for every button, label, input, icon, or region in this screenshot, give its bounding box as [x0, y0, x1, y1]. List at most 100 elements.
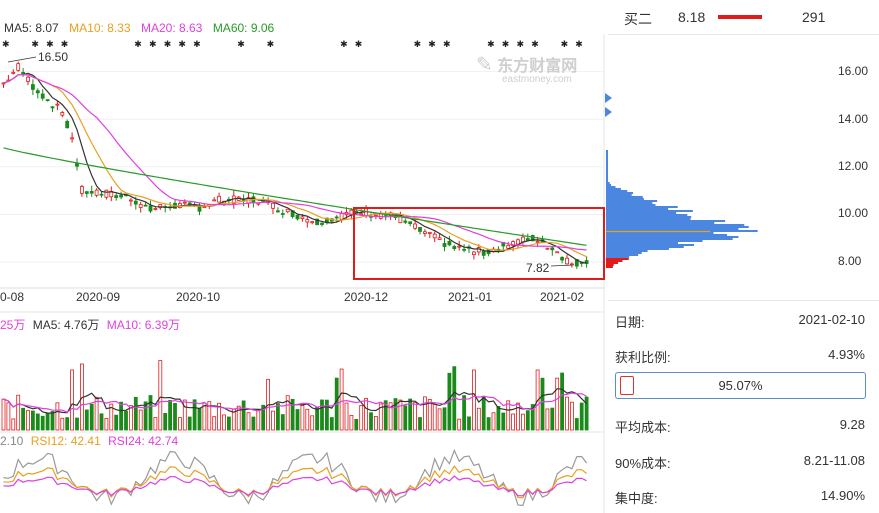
volume-bar [329, 417, 334, 431]
volume-bar [217, 402, 222, 431]
concentration-label: 集中度: [615, 491, 658, 506]
volume-bar [540, 377, 545, 431]
candle [295, 214, 300, 220]
volume-bar [70, 369, 74, 431]
profit-ratio-fill [620, 376, 634, 395]
volume-legend: 25万 MA5: 4.76万 MA10: 6.39万 [0, 316, 180, 333]
chip-bar [606, 238, 733, 240]
chip-bar [606, 214, 688, 216]
x-tick: 2020-12 [344, 290, 389, 304]
low-annotation: 7.82 [526, 261, 550, 275]
profit-label: 获利比例: [615, 350, 671, 365]
chip-bar [606, 244, 695, 246]
chip-bar [606, 170, 608, 172]
profit-bar-text: 95.07% [718, 378, 763, 393]
volume-bar [339, 368, 344, 431]
candle [182, 201, 187, 204]
chip-bar [606, 226, 749, 228]
chip-bar [606, 248, 669, 250]
chip-bar [606, 182, 610, 184]
arrow-right-icon[interactable] [605, 93, 612, 103]
candle [555, 251, 560, 254]
volume-bar [486, 417, 491, 431]
volume-bar [35, 413, 40, 431]
annotation-leader [7, 56, 37, 63]
rsi-legend: 2.10 RSI12: 42.41 RSI24: 42.74 [0, 434, 178, 448]
volume-ma5-legend: MA5: 4.76万 [32, 318, 100, 332]
volume-bar [271, 410, 275, 431]
chip-bar [606, 228, 739, 230]
signal-marker: ✱ [414, 40, 422, 50]
volume-bar [320, 399, 324, 431]
volume-bar [373, 416, 378, 431]
volume-bar [418, 417, 422, 431]
candle [315, 218, 320, 225]
y-tick: 8.00 [838, 254, 862, 268]
arrow-right-icon[interactable] [605, 107, 612, 117]
chip-bar [606, 220, 726, 222]
candle [133, 200, 138, 205]
candle [481, 250, 486, 256]
volume-bar [168, 399, 173, 431]
volume-bar [516, 402, 520, 431]
volume-bar [6, 402, 11, 431]
signal-marker: ✱ [443, 40, 451, 50]
candle [187, 202, 192, 205]
volume-bar [501, 412, 506, 431]
volume-bar [40, 415, 45, 431]
volume-bar [60, 417, 65, 431]
signal-marker: ✱ [61, 40, 69, 50]
candle [418, 227, 422, 232]
volume-bar [163, 412, 168, 431]
signal-marker: ✱ [193, 40, 201, 50]
chip-bar [606, 176, 608, 178]
candle [506, 245, 511, 249]
candle [84, 191, 89, 194]
volume-bar [153, 417, 158, 431]
chip-bar [606, 154, 608, 156]
volume-bar [378, 403, 383, 431]
signal-marker: ✱ [340, 40, 348, 50]
candle [143, 204, 148, 207]
chip-bar [606, 210, 693, 212]
chip-bar [606, 252, 642, 254]
candle [94, 189, 99, 196]
chip-bar [606, 246, 684, 248]
volume-bar [241, 400, 246, 431]
rsi24-legend: RSI24: 42.74 [108, 434, 179, 448]
volume-bar [530, 404, 535, 431]
volume-bar [11, 418, 16, 431]
candle [525, 238, 530, 241]
y-tick: 14.00 [838, 112, 869, 126]
volume-bar [275, 403, 280, 431]
candle [30, 84, 35, 90]
signal-marker: ✱ [2, 40, 10, 50]
signal-marker: ✱ [267, 40, 275, 50]
volume-bar [261, 404, 266, 431]
volume-bar [158, 360, 163, 431]
candle [471, 251, 476, 256]
signal-marker: ✱ [531, 40, 539, 50]
candle [21, 72, 26, 75]
moving-average-lines [3, 72, 587, 264]
ma10-legend: MA10: 8.33 [69, 21, 131, 35]
x-tick: 0-08 [0, 290, 25, 304]
concentration-value: 14.90% [820, 488, 865, 503]
chip-bar [606, 240, 703, 242]
volume-bar [26, 410, 30, 431]
chip-bar [606, 242, 678, 244]
rsi-lines [3, 448, 588, 507]
volume-bar [344, 402, 349, 431]
volume-bar [212, 416, 217, 431]
chip-bar [606, 160, 608, 162]
volume-bar [359, 405, 364, 431]
volume-bar [246, 412, 251, 431]
candle [212, 199, 217, 202]
candle [158, 204, 163, 209]
volume-bar [349, 414, 354, 431]
candle [432, 233, 437, 239]
chip-bar [606, 232, 714, 234]
chip-bar [606, 254, 639, 256]
chip-bar [606, 172, 608, 174]
